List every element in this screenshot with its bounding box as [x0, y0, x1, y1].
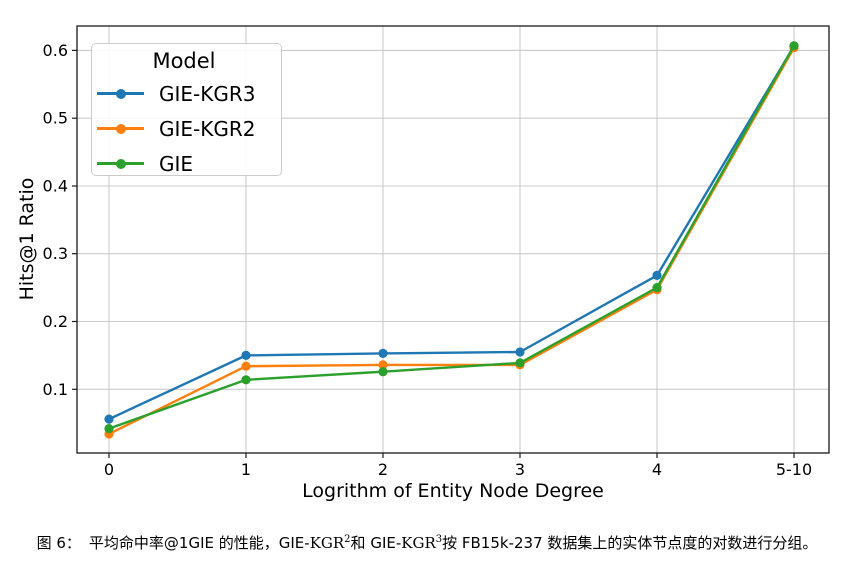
- x-tick-label: 3: [515, 460, 525, 479]
- x-tick-label: 0: [104, 460, 114, 479]
- legend-item-gie-kgr2: GIE-KGR2: [97, 111, 271, 146]
- x-tick-label: 4: [652, 460, 662, 479]
- plot-border: [76, 25, 830, 454]
- y-tick-label: 0.5: [43, 109, 68, 128]
- legend-label-gie-kgr2: GIE-KGR2: [159, 116, 256, 141]
- legend-marker-dot-gie-kgr2: [116, 123, 126, 134]
- series-line-gie: [107, 44, 796, 430]
- x-axis-label: Logrithm of Entity Node Degree: [302, 480, 604, 502]
- x-tick-label: 1: [241, 460, 251, 479]
- chart-legend: Model GIE-KGR3 GIE-KGR2 GIE: [91, 43, 282, 176]
- y-tick-label: 0.6: [43, 41, 68, 60]
- data-point-gie-x3: [515, 358, 525, 368]
- y-axis-label: Hits@1 Ratio: [16, 178, 38, 301]
- legend-item-gie-kgr3: GIE-KGR3: [97, 76, 271, 111]
- figure-caption: 图 6： 平均命中率@1GIE 的性能，GIE-KGR2和 GIE-KGR3按 F…: [0, 531, 854, 555]
- legend-line-swatch-gie: [97, 158, 144, 169]
- data-point-gie-x0: [104, 424, 114, 434]
- x-tick-label: 5-10: [776, 460, 812, 479]
- legend-items: GIE-KGR3 GIE-KGR2 GIE: [97, 76, 271, 176]
- legend-label-gie-kgr3: GIE-KGR3: [159, 81, 256, 106]
- y-tick-label: 0.4: [43, 177, 68, 196]
- data-point-gie-x4: [652, 283, 662, 293]
- caption-kgr-1: KGR: [309, 534, 345, 552]
- legend-marker-dot-gie-kgr3: [116, 88, 126, 99]
- caption-kgr-2: KGR: [401, 534, 436, 552]
- data-point-gie-kgr2-x1: [241, 361, 251, 371]
- data-point-gie-x2: [378, 367, 388, 377]
- legend-marker-dot-gie: [116, 158, 126, 169]
- x-tick-label: 2: [378, 460, 388, 479]
- caption-text-1: 平均命中率@1GIE 的性能，GIE-: [88, 534, 310, 552]
- legend-line-swatch-gie-kgr3: [97, 88, 144, 99]
- y-tick-label: 0.3: [43, 244, 68, 263]
- data-point-gie-x5-10: [789, 41, 799, 51]
- caption-figure-label: 图 6：: [36, 534, 81, 552]
- series-line-gie-kgr3: [107, 45, 796, 421]
- legend-title: Model: [152, 49, 216, 73]
- data-point-gie-kgr3-x2: [378, 348, 388, 358]
- caption-text-2: 和 GIE-: [350, 534, 402, 552]
- data-point-gie-kgr3-x1: [241, 350, 251, 360]
- data-point-gie-kgr2-x2: [378, 360, 388, 370]
- y-tick-label: 0.1: [43, 380, 68, 399]
- y-tick-label: 0.2: [43, 312, 68, 331]
- legend-line-swatch-gie-kgr2: [97, 123, 144, 134]
- data-point-gie-x1: [241, 375, 251, 385]
- caption-superscript-3: 3: [435, 534, 443, 545]
- data-point-gie-kgr3-x4: [652, 270, 662, 280]
- legend-item-gie: GIE: [97, 146, 271, 176]
- legend-label-gie: GIE: [159, 151, 194, 176]
- data-point-gie-kgr3-x0: [104, 414, 114, 424]
- caption-text-3: 按 FB15k-237 数据集上的实体节点度的对数进行分组。: [442, 534, 818, 552]
- caption-superscript-2: 2: [344, 534, 351, 545]
- data-point-gie-kgr3-x3: [515, 347, 525, 357]
